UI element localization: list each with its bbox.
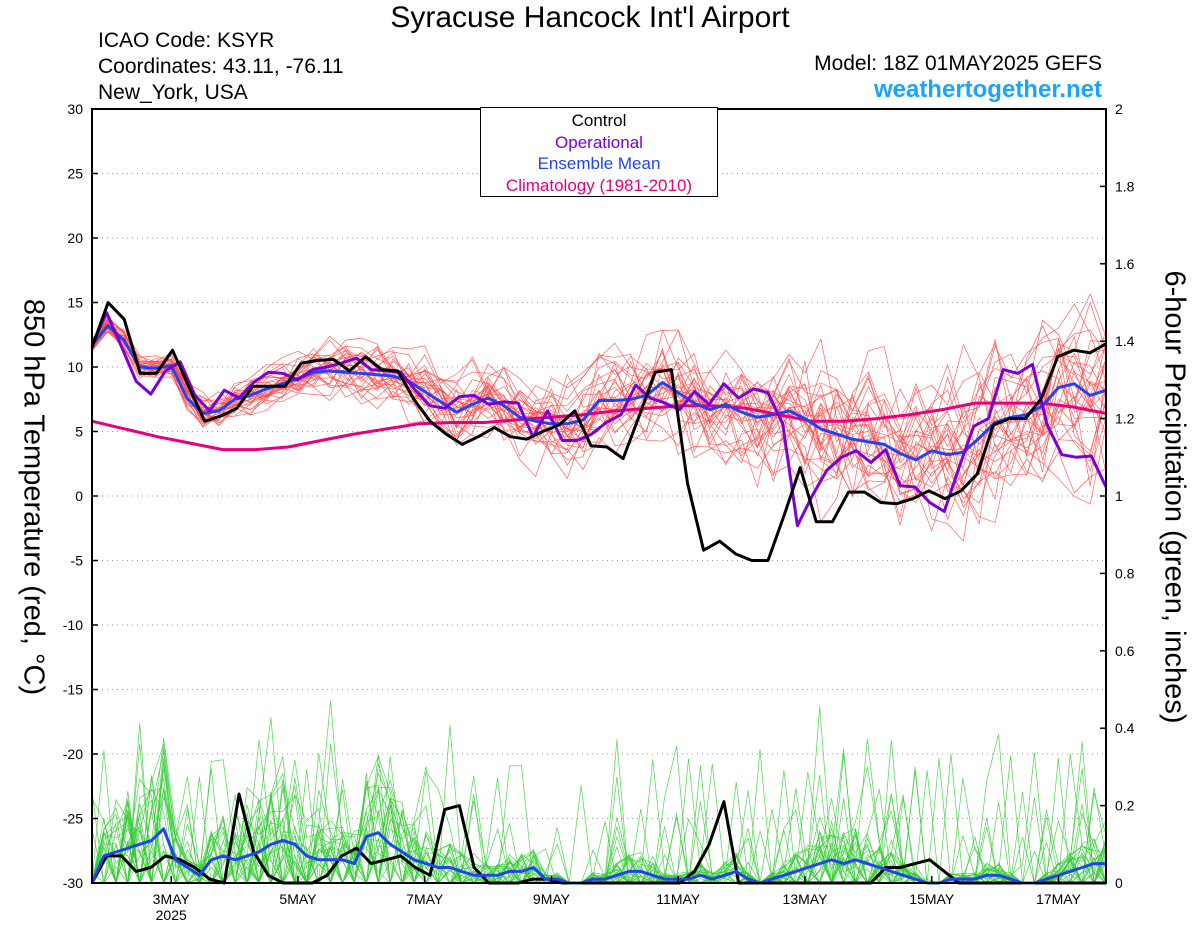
x-axis-tick-label: 17MAY [1036, 891, 1082, 907]
chart-title: Syracuse Hancock Int'l Airport [390, 1, 790, 34]
temperature-control-line [90, 301, 1107, 562]
x-axis-tick-label: 3MAY [153, 891, 191, 907]
y2-axis-tick-label: 1 [1115, 488, 1123, 504]
temperature-operational-line [90, 311, 1108, 528]
y-axis-tick-label: -10 [63, 617, 83, 633]
temperature-member-line [91, 320, 1107, 489]
model-run: Model: 18Z 01MAY2025 GEFS [814, 52, 1102, 75]
temperature-climatology-line [91, 401, 1107, 452]
y-axis-tick-label: 20 [67, 230, 83, 246]
x-axis-tick-label: 11MAY [656, 891, 700, 907]
y-axis-tick-label: 10 [67, 359, 83, 375]
legend-climatology: Climatology (1981-2010) [505, 175, 693, 195]
y-axis-label-left: 850 hPa Temperature (red, °C) [17, 298, 50, 696]
y-axis-tick-label: 25 [67, 166, 83, 182]
x-axis-tick-label: 5MAY [279, 891, 317, 907]
legend-ensemble-mean: Ensemble Mean [537, 154, 661, 173]
x-axis-year-label: 2025 [156, 907, 187, 923]
y2-axis-tick-label: 0 [1115, 875, 1123, 891]
temperature-member-line [91, 315, 1107, 492]
temperature-member-line [91, 323, 1107, 498]
x-axis-tick-label: 7MAY [406, 891, 444, 907]
y-axis-tick-label: 5 [75, 424, 83, 440]
y-axis-tick-label: -30 [63, 875, 83, 891]
temperature-member-line [91, 320, 1107, 523]
y-axis-tick-label: 30 [67, 101, 83, 117]
y-axis-tick-label: -20 [63, 746, 83, 762]
y-axis-tick-label: -15 [63, 682, 83, 698]
y-axis-tick-label: 0 [75, 488, 83, 504]
y2-axis-tick-label: 0.2 [1115, 798, 1135, 814]
x-axis-tick-label: 13MAY [783, 891, 829, 907]
coordinates: Coordinates: 43.11, -76.11 [98, 55, 344, 78]
legend-operational: Operational [555, 132, 643, 152]
y2-axis-tick-label: 0.4 [1115, 720, 1135, 736]
y-axis-tick-label: -5 [71, 553, 84, 569]
y-axis-tick-label: 15 [67, 295, 83, 311]
temperature-member-line [91, 327, 1107, 489]
y2-axis-tick-label: 1.4 [1115, 333, 1135, 349]
legend-control: Control [571, 111, 627, 130]
y-axis-tick-label: -25 [63, 811, 83, 827]
temperature-member-line [91, 318, 1107, 542]
icao-code: ICAO Code: KSYR [98, 29, 275, 52]
y2-axis-tick-label: 0.8 [1115, 565, 1135, 581]
brand-link[interactable]: weathertogether.net [873, 76, 1102, 103]
x-axis-tick-label: 15MAY [909, 891, 955, 907]
temperature-member-line [91, 322, 1107, 477]
x-axis-tick-label: 9MAY [533, 891, 571, 907]
y-axis-label-right: 6-hour Precipitation (green, inches) [1158, 270, 1191, 724]
y2-axis-tick-label: 1.2 [1115, 411, 1135, 427]
y2-axis-tick-label: 2 [1115, 101, 1123, 117]
y2-axis-tick-label: 0.6 [1115, 643, 1135, 659]
legend: Control Operational Ensemble Mean Climat… [480, 107, 718, 197]
location: New_York, USA [98, 81, 248, 104]
y2-axis-tick-label: 1.6 [1115, 256, 1135, 272]
temperature-ensemble-mean-line [90, 324, 1107, 462]
temperature-member-line [91, 317, 1107, 526]
y2-axis-tick-label: 1.8 [1115, 178, 1135, 194]
